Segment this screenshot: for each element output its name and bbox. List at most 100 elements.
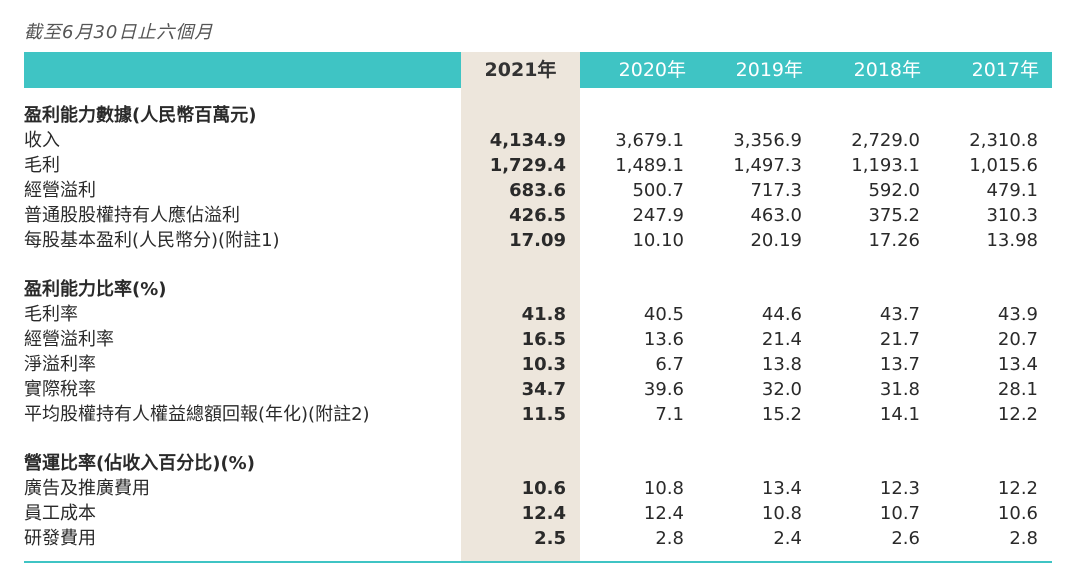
cell-2017: 13.98 bbox=[986, 230, 1038, 251]
cell-2020: 12.4 bbox=[643, 503, 684, 524]
row-label: 廣告及推廣費用 bbox=[24, 478, 150, 499]
table-row: 研發費用 2.5 2.8 2.4 2.6 2.8 bbox=[24, 526, 1052, 551]
cell-2018: 21.7 bbox=[879, 329, 920, 350]
row-label: 收入 bbox=[24, 130, 60, 151]
year-header-2020: 2020年 bbox=[618, 59, 686, 81]
cell-2019: 3,356.9 bbox=[733, 130, 802, 151]
table-row: 淨溢利率 10.3 6.7 13.8 13.7 13.4 bbox=[24, 352, 1052, 377]
table-row: 普通股股權持有人應佔溢利 426.5 247.9 463.0 375.2 310… bbox=[24, 203, 1052, 228]
table-row: 廣告及推廣費用 10.6 10.8 13.4 12.3 12.2 bbox=[24, 476, 1052, 501]
cell-2020: 10.10 bbox=[632, 230, 684, 251]
section-title: 盈利能力比率(%) bbox=[24, 279, 167, 300]
cell-2019: 32.0 bbox=[761, 379, 802, 400]
table-bottom-rule bbox=[24, 561, 1052, 563]
cell-2020: 10.8 bbox=[643, 478, 684, 499]
row-label: 實際稅率 bbox=[24, 379, 96, 400]
table-row: 員工成本 12.4 12.4 10.8 10.7 10.6 bbox=[24, 501, 1052, 526]
cell-2019: 1,497.3 bbox=[733, 155, 802, 176]
cell-2017: 310.3 bbox=[986, 205, 1038, 226]
highlight-column-2021 bbox=[461, 88, 580, 561]
cell-2018: 2.6 bbox=[891, 528, 920, 549]
cell-2020: 7.1 bbox=[655, 404, 684, 425]
year-header-2017: 2017年 bbox=[971, 59, 1039, 81]
cell-2020: 40.5 bbox=[643, 304, 684, 325]
cell-2017: 28.1 bbox=[997, 379, 1038, 400]
table-row: 經營溢利 683.6 500.7 717.3 592.0 479.1 bbox=[24, 178, 1052, 203]
cell-2020: 39.6 bbox=[643, 379, 684, 400]
cell-2020: 3,679.1 bbox=[615, 130, 684, 151]
table-row: 每股基本盈利(人民幣分)(附註1) 17.09 10.10 20.19 17.2… bbox=[24, 228, 1052, 253]
year-header-2019: 2019年 bbox=[735, 59, 803, 81]
cell-2021: 17.09 bbox=[509, 230, 566, 251]
row-label: 毛利率 bbox=[24, 304, 78, 325]
table-row: 實際稅率 34.7 39.6 32.0 31.8 28.1 bbox=[24, 377, 1052, 402]
row-label: 毛利 bbox=[24, 155, 60, 176]
cell-2019: 21.4 bbox=[761, 329, 802, 350]
table-row: 毛利率 41.8 40.5 44.6 43.7 43.9 bbox=[24, 302, 1052, 327]
cell-2018: 375.2 bbox=[868, 205, 920, 226]
row-label: 員工成本 bbox=[24, 503, 96, 524]
cell-2019: 13.8 bbox=[761, 354, 802, 375]
table-row: 收入 4,134.9 3,679.1 3,356.9 2,729.0 2,310… bbox=[24, 128, 1052, 153]
cell-2018: 13.7 bbox=[879, 354, 920, 375]
cell-2020: 13.6 bbox=[643, 329, 684, 350]
cell-2018: 31.8 bbox=[879, 379, 920, 400]
row-label: 經營溢利 bbox=[24, 180, 96, 201]
cell-2017: 2,310.8 bbox=[969, 130, 1038, 151]
year-header-2021: 2021年 bbox=[461, 52, 580, 88]
cell-2021: 4,134.9 bbox=[489, 130, 566, 151]
table-row: 經營溢利率 16.5 13.6 21.4 21.7 20.7 bbox=[24, 327, 1052, 352]
cell-2018: 1,193.1 bbox=[851, 155, 920, 176]
cell-2020: 2.8 bbox=[655, 528, 684, 549]
cell-2019: 2.4 bbox=[773, 528, 802, 549]
cell-2020: 247.9 bbox=[632, 205, 684, 226]
cell-2020: 1,489.1 bbox=[615, 155, 684, 176]
cell-2017: 479.1 bbox=[986, 180, 1038, 201]
cell-2021: 10.3 bbox=[521, 354, 566, 375]
table-caption: 截至6月30日止六個月 bbox=[24, 22, 214, 43]
cell-2019: 44.6 bbox=[761, 304, 802, 325]
cell-2021: 11.5 bbox=[521, 404, 566, 425]
cell-2017: 43.9 bbox=[997, 304, 1038, 325]
cell-2019: 717.3 bbox=[750, 180, 802, 201]
cell-2018: 10.7 bbox=[879, 503, 920, 524]
cell-2018: 17.26 bbox=[868, 230, 920, 251]
section-title: 盈利能力數據(人民幣百萬元) bbox=[24, 105, 257, 126]
cell-2018: 14.1 bbox=[879, 404, 920, 425]
cell-2021: 34.7 bbox=[521, 379, 566, 400]
cell-2021: 12.4 bbox=[521, 503, 566, 524]
cell-2019: 10.8 bbox=[761, 503, 802, 524]
cell-2020: 500.7 bbox=[632, 180, 684, 201]
cell-2021: 1,729.4 bbox=[489, 155, 566, 176]
cell-2020: 6.7 bbox=[655, 354, 684, 375]
cell-2019: 13.4 bbox=[761, 478, 802, 499]
cell-2019: 15.2 bbox=[761, 404, 802, 425]
cell-2017: 2.8 bbox=[1009, 528, 1038, 549]
cell-2019: 463.0 bbox=[750, 205, 802, 226]
row-label: 經營溢利率 bbox=[24, 329, 114, 350]
cell-2021: 16.5 bbox=[521, 329, 566, 350]
cell-2021: 10.6 bbox=[521, 478, 566, 499]
row-label: 平均股權持有人權益總額回報(年化)(附註2) bbox=[24, 404, 370, 425]
year-header-2018: 2018年 bbox=[853, 59, 921, 81]
table-row: 平均股權持有人權益總額回報(年化)(附註2) 11.5 7.1 15.2 14.… bbox=[24, 402, 1052, 427]
cell-2021: 426.5 bbox=[509, 205, 566, 226]
cell-2017: 10.6 bbox=[997, 503, 1038, 524]
cell-2021: 2.5 bbox=[534, 528, 566, 549]
section-title-profitability-data: 盈利能力數據(人民幣百萬元) bbox=[24, 103, 1052, 128]
row-label: 普通股股權持有人應佔溢利 bbox=[24, 205, 240, 226]
cell-2021: 683.6 bbox=[509, 180, 566, 201]
cell-2017: 20.7 bbox=[997, 329, 1038, 350]
cell-2018: 592.0 bbox=[868, 180, 920, 201]
section-title: 營運比率(佔收入百分比)(%) bbox=[24, 453, 255, 474]
cell-2017: 13.4 bbox=[997, 354, 1038, 375]
row-label: 淨溢利率 bbox=[24, 354, 96, 375]
cell-2018: 2,729.0 bbox=[851, 130, 920, 151]
table-row: 毛利 1,729.4 1,489.1 1,497.3 1,193.1 1,015… bbox=[24, 153, 1052, 178]
cell-2019: 20.19 bbox=[750, 230, 802, 251]
cell-2018: 43.7 bbox=[879, 304, 920, 325]
cell-2021: 41.8 bbox=[521, 304, 566, 325]
cell-2017: 12.2 bbox=[997, 478, 1038, 499]
cell-2017: 1,015.6 bbox=[969, 155, 1038, 176]
section-title-operating-ratios: 營運比率(佔收入百分比)(%) bbox=[24, 451, 1052, 476]
